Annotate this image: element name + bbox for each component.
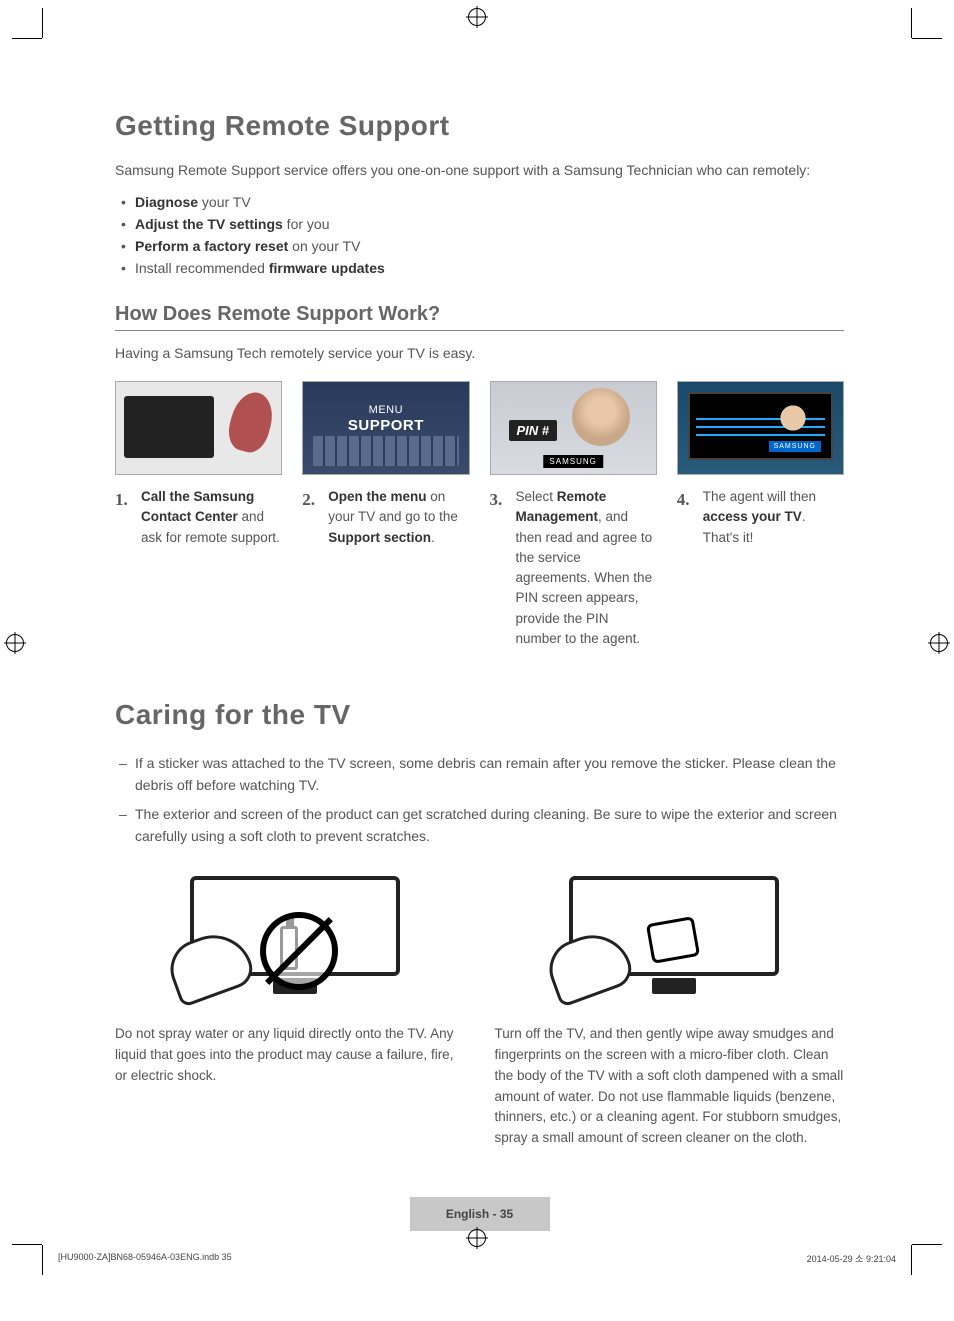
registration-mark-icon <box>468 1229 486 1247</box>
step-3-image: PIN # SAMSUNG <box>490 381 657 475</box>
crop-mark-icon <box>42 8 43 38</box>
step-4: SAMSUNG 4 The agent will then access you… <box>677 381 844 649</box>
step-description: Open the menu on your TV and go to the S… <box>328 487 469 548</box>
text: , and then read and agree to the service… <box>516 509 653 646</box>
text: MENU <box>369 404 403 416</box>
footer-filename: [HU9000-ZA]BN68-05946A-03ENG.indb 35 <box>58 1252 232 1265</box>
step-description: The agent will then access your TV. That… <box>703 487 844 548</box>
step-number: 1 <box>115 487 133 548</box>
bold-text: firmware updates <box>269 260 385 276</box>
crop-mark-icon <box>12 38 42 39</box>
text: . <box>431 530 435 545</box>
registration-mark-icon <box>6 634 24 652</box>
step-1-image <box>115 381 282 475</box>
step-3: PIN # SAMSUNG 3 Select Remote Management… <box>490 381 657 649</box>
list-item: If a sticker was attached to the TV scre… <box>135 749 844 800</box>
text: The agent will then <box>703 489 816 504</box>
crop-mark-icon <box>912 38 942 39</box>
care-illustrations-row: Do not spray water or any liquid directl… <box>115 876 844 1150</box>
footer-timestamp: 2014-05-29 소 9:21:04 <box>807 1252 896 1265</box>
bold-text: Adjust the TV settings <box>135 216 283 232</box>
step-2: MENUSUPPORT 2 Open the menu on your TV a… <box>302 381 469 649</box>
steps-row: 1 Call the Samsung Contact Center and as… <box>115 381 844 649</box>
bold-text: Perform a factory reset <box>135 238 288 254</box>
print-footer: [HU9000-ZA]BN68-05946A-03ENG.indb 35 201… <box>58 1252 896 1265</box>
bold-text: Support section <box>328 530 431 545</box>
agent-head-icon <box>572 388 630 446</box>
crop-mark-icon <box>912 1244 942 1245</box>
list-item: Perform a factory reset on your TV <box>135 235 844 257</box>
registration-mark-icon <box>930 634 948 652</box>
list-item: Install recommended firmware updates <box>135 257 844 279</box>
doctor-icon <box>771 396 815 440</box>
prohibit-icon <box>260 912 338 990</box>
brand-tag: SAMSUNG <box>543 455 602 468</box>
subsection-title: How Does Remote Support Work? <box>115 303 844 331</box>
feature-list: Diagnose your TV Adjust the TV settings … <box>115 191 844 279</box>
list-item: Adjust the TV settings for you <box>135 213 844 235</box>
section-title: Getting Remote Support <box>115 110 844 142</box>
bold-text: access your TV <box>703 509 802 524</box>
step-4-image: SAMSUNG <box>677 381 844 475</box>
brand-tag: SAMSUNG <box>769 441 821 452</box>
section-title: Caring for the TV <box>115 699 844 731</box>
text: Install recommended <box>135 260 269 276</box>
care-left-column: Do not spray water or any liquid directl… <box>115 876 465 1150</box>
crop-mark-icon <box>911 8 912 38</box>
intro-text: Samsung Remote Support service offers yo… <box>115 160 844 181</box>
step-2-image: MENUSUPPORT <box>302 381 469 475</box>
text: Select <box>516 489 557 504</box>
pin-label: PIN # <box>509 420 558 441</box>
crop-mark-icon <box>911 1245 912 1275</box>
wipe-illustration <box>549 876 789 1006</box>
text: SUPPORT <box>303 417 468 434</box>
step-number: 4 <box>677 487 695 548</box>
image-label: MENUSUPPORT <box>303 404 468 434</box>
subsection-intro: Having a Samsung Tech remotely service y… <box>115 345 844 361</box>
page-number-badge: English - 35 <box>410 1197 550 1231</box>
list-item: Diagnose your TV <box>135 191 844 213</box>
step-description: Select Remote Management, and then read … <box>516 487 657 649</box>
crop-mark-icon <box>42 1245 43 1275</box>
registration-mark-icon <box>468 8 486 26</box>
care-left-text: Do not spray water or any liquid directl… <box>115 1024 465 1087</box>
cloth-icon <box>646 916 700 964</box>
step-1: 1 Call the Samsung Contact Center and as… <box>115 381 282 649</box>
care-notes-list: If a sticker was attached to the TV scre… <box>115 749 844 852</box>
care-right-column: Turn off the TV, and then gently wipe aw… <box>495 876 845 1150</box>
step-number: 3 <box>490 487 508 649</box>
bold-text: Open the menu <box>328 489 426 504</box>
no-spray-illustration <box>170 876 410 1006</box>
text: on your TV <box>288 238 360 254</box>
text: your TV <box>198 194 251 210</box>
step-description: Call the Samsung Contact Center and ask … <box>141 487 282 548</box>
list-item: The exterior and screen of the product c… <box>135 800 844 851</box>
text: for you <box>283 216 330 232</box>
care-right-text: Turn off the TV, and then gently wipe aw… <box>495 1024 845 1150</box>
crop-mark-icon <box>12 1244 42 1245</box>
step-number: 2 <box>302 487 320 548</box>
page-content: Getting Remote Support Samsung Remote Su… <box>0 0 954 1281</box>
bold-text: Diagnose <box>135 194 198 210</box>
